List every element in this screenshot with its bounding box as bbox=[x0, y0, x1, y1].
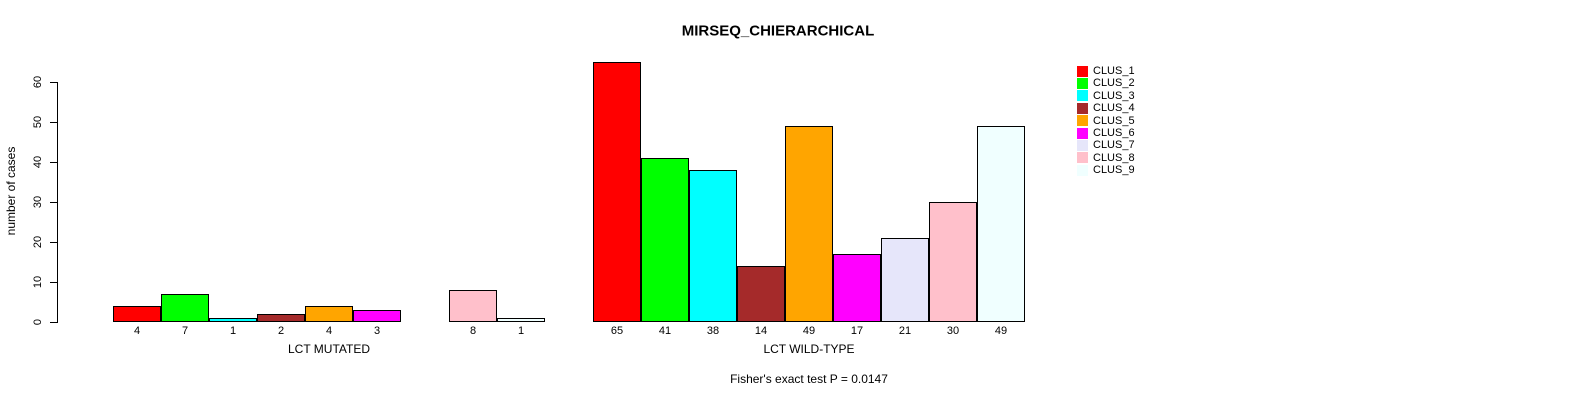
legend-label: CLUS_6 bbox=[1093, 127, 1135, 139]
legend-swatch-clus_8 bbox=[1077, 152, 1088, 164]
bar-clus_6 bbox=[833, 254, 881, 322]
bar-clus_2 bbox=[641, 158, 689, 322]
legend-swatch-clus_3 bbox=[1077, 90, 1088, 102]
bar-clus_1 bbox=[113, 306, 161, 322]
bar-clus_3 bbox=[209, 318, 257, 322]
bar-clus_1 bbox=[593, 62, 641, 322]
legend-entry-clus_6: CLUS_6 bbox=[1077, 127, 1135, 139]
x-axis-label-lct-mutated: LCT MUTATED bbox=[287, 342, 371, 356]
bar-clus_8 bbox=[449, 290, 497, 322]
legend-entry-clus_1: CLUS_1 bbox=[1077, 65, 1135, 77]
bar-count-label: 4 bbox=[325, 325, 333, 337]
y-axis-tick bbox=[50, 122, 57, 123]
legend-swatch-clus_1 bbox=[1077, 65, 1088, 77]
x-axis-label-lct-wild-type: LCT WILD-TYPE bbox=[763, 342, 855, 356]
bar-count-label: 38 bbox=[706, 325, 720, 337]
bar-count-label: 14 bbox=[754, 325, 768, 337]
legend-swatch-clus_9 bbox=[1077, 164, 1088, 176]
legend-label: CLUS_1 bbox=[1093, 65, 1135, 77]
bar-count-label: 3 bbox=[373, 325, 381, 337]
bar-clus_4 bbox=[257, 314, 305, 322]
bar-clus_8 bbox=[929, 202, 977, 322]
bar-clus_7 bbox=[881, 238, 929, 322]
legend-swatch-clus_5 bbox=[1077, 115, 1088, 127]
legend-entry-clus_3: CLUS_3 bbox=[1077, 90, 1135, 102]
legend-label: CLUS_5 bbox=[1093, 114, 1135, 127]
legend-swatch-clus_2 bbox=[1077, 77, 1088, 89]
y-axis-tick-label: 0 bbox=[32, 318, 44, 326]
bar-count-label: 41 bbox=[658, 325, 672, 337]
y-axis-tick-label: 60 bbox=[32, 75, 44, 89]
legend-entry-clus_9: CLUS_9 bbox=[1077, 164, 1135, 176]
y-axis-tick bbox=[50, 242, 57, 243]
y-axis-tick-label: 20 bbox=[32, 235, 44, 249]
fisher-test-note: Fisher's exact test P = 0.0147 bbox=[730, 372, 888, 386]
legend-swatch-clus_6 bbox=[1077, 127, 1088, 139]
bar-clus_2 bbox=[161, 294, 209, 322]
y-axis-tick bbox=[50, 82, 57, 83]
legend-label: CLUS_2 bbox=[1093, 77, 1135, 90]
bar-count-label: 17 bbox=[850, 325, 864, 337]
legend-label: CLUS_7 bbox=[1093, 139, 1135, 152]
legend-entry-clus_8: CLUS_8 bbox=[1077, 152, 1135, 164]
y-axis-tick-label: 10 bbox=[32, 275, 44, 289]
legend-entry-clus_4: CLUS_4 bbox=[1077, 102, 1135, 114]
legend-label: CLUS_3 bbox=[1093, 89, 1135, 102]
bar-count-label: 2 bbox=[277, 325, 285, 337]
legend-entry-clus_7: CLUS_7 bbox=[1077, 139, 1135, 151]
y-axis-tick bbox=[50, 162, 57, 163]
bar-clus_6 bbox=[353, 310, 401, 322]
legend-label: CLUS_9 bbox=[1093, 164, 1135, 177]
legend-label: CLUS_8 bbox=[1093, 151, 1135, 164]
bar-clus_5 bbox=[305, 306, 353, 322]
bar-clus_9 bbox=[497, 318, 545, 322]
bar-count-label: 1 bbox=[229, 325, 237, 337]
y-axis-tick-label: 30 bbox=[32, 195, 44, 209]
bar-count-label: 21 bbox=[898, 325, 912, 337]
y-axis-tick-label: 50 bbox=[32, 115, 44, 129]
bar-clus_4 bbox=[737, 266, 785, 322]
y-axis-tick bbox=[50, 202, 57, 203]
y-axis-tick bbox=[50, 322, 57, 323]
bar-count-label: 7 bbox=[181, 325, 189, 337]
bar-clus_5 bbox=[785, 126, 833, 322]
y-axis-tick-label: 40 bbox=[32, 155, 44, 169]
bar-count-label: 65 bbox=[610, 325, 624, 337]
chart-title: MIRSEQ_CHIERARCHICAL bbox=[681, 22, 875, 40]
bar-count-label: 1 bbox=[517, 325, 525, 337]
bar-count-label: 49 bbox=[802, 325, 816, 337]
bar-count-label: 4 bbox=[133, 325, 141, 337]
bar-count-label: 8 bbox=[469, 325, 477, 337]
y-axis-line bbox=[57, 82, 58, 323]
bar-clus_9 bbox=[977, 126, 1025, 322]
legend-entry-clus_5: CLUS_5 bbox=[1077, 115, 1135, 127]
legend-swatch-clus_4 bbox=[1077, 102, 1088, 114]
legend-swatch-clus_7 bbox=[1077, 139, 1088, 151]
y-axis-label: number of cases bbox=[4, 146, 18, 236]
bar-clus_3 bbox=[689, 170, 737, 322]
bar-count-label: 49 bbox=[994, 325, 1008, 337]
y-axis-tick bbox=[50, 282, 57, 283]
legend-label: CLUS_4 bbox=[1093, 102, 1135, 115]
bar-count-label: 30 bbox=[946, 325, 960, 337]
legend-entry-clus_2: CLUS_2 bbox=[1077, 77, 1135, 89]
